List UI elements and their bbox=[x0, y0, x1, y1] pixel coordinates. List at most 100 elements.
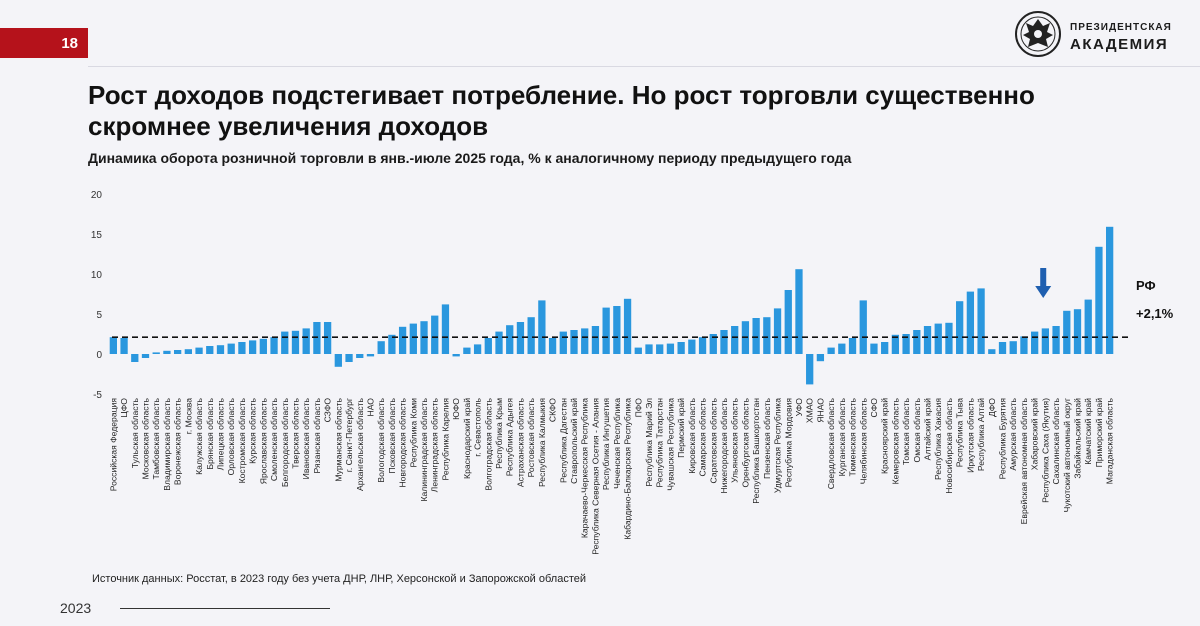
x-tick-label: Республика Карелия bbox=[440, 398, 450, 481]
x-tick-label: Забайкальский край bbox=[1073, 398, 1083, 479]
x-tick-label: Ставропольский край bbox=[569, 398, 579, 484]
bar bbox=[131, 354, 139, 362]
x-tick-label: Курская область bbox=[248, 397, 258, 463]
x-tick-label: Пензенская область bbox=[762, 397, 772, 478]
academy-logo: ПРЕЗИДЕНТСКАЯ АКАДЕМИЯ bbox=[1010, 8, 1200, 60]
x-tick-label: Тверская область bbox=[290, 397, 300, 468]
x-tick-label: Республика Мордовия bbox=[783, 398, 793, 488]
bar bbox=[838, 343, 846, 354]
bar bbox=[806, 354, 814, 385]
bar bbox=[677, 342, 685, 354]
x-tick-label: Волгоградская область bbox=[483, 397, 493, 490]
x-tick-label: Алтайский край bbox=[923, 398, 933, 461]
x-tick-label: Удмуртская Республика bbox=[773, 398, 783, 493]
bar bbox=[602, 307, 610, 354]
bar bbox=[1073, 309, 1082, 354]
x-tick-label: Ярославская область bbox=[258, 397, 268, 484]
bar bbox=[731, 326, 739, 354]
x-tick-label: Астраханская область bbox=[515, 397, 525, 487]
bar bbox=[784, 290, 792, 354]
x-tick-label: Челябинская область bbox=[858, 397, 868, 484]
x-tick-label: Московская область bbox=[140, 397, 150, 479]
bar bbox=[206, 346, 214, 354]
bar bbox=[516, 322, 525, 354]
bar bbox=[441, 304, 450, 354]
logo-text-line2: АКАДЕМИЯ bbox=[1070, 36, 1169, 53]
x-tick-label: СКФО bbox=[548, 398, 558, 422]
x-tick-label: Магаданская область bbox=[1105, 397, 1115, 484]
x-tick-label: Мурманская область bbox=[333, 397, 343, 481]
x-tick-label: Республика Хакасия bbox=[933, 398, 943, 480]
bar bbox=[709, 334, 717, 354]
bar bbox=[431, 315, 439, 354]
bar bbox=[881, 342, 889, 354]
bar bbox=[752, 318, 760, 354]
x-tick-label: Томская область bbox=[901, 397, 911, 465]
bar bbox=[923, 326, 932, 354]
x-tick-label: Российская Федерация bbox=[108, 398, 118, 492]
x-tick-label: г. Москва bbox=[183, 398, 193, 434]
bar bbox=[506, 325, 514, 354]
x-tick-label: НАО bbox=[365, 398, 375, 417]
x-tick-label: Еврейская автономная область bbox=[1019, 397, 1029, 524]
bar bbox=[163, 350, 171, 354]
x-tick-label: Республика Татарстан bbox=[655, 398, 665, 488]
bar bbox=[173, 350, 182, 354]
x-tick-label: Приморский край bbox=[1094, 398, 1104, 468]
x-tick-label: Республика Саха (Якутия) bbox=[1040, 398, 1050, 503]
bar bbox=[795, 269, 803, 354]
x-tick-label: Калининградская область bbox=[419, 397, 429, 501]
x-tick-label: Красноярский край bbox=[880, 398, 890, 474]
x-tick-label: Иркутская область bbox=[965, 397, 975, 472]
bar bbox=[377, 341, 385, 354]
bar bbox=[334, 354, 342, 367]
bar bbox=[141, 354, 150, 358]
x-tick-label: ЦФО bbox=[119, 398, 129, 418]
x-tick-label: Тульская область bbox=[130, 397, 140, 468]
bar bbox=[720, 330, 728, 354]
y-tick-label: -5 bbox=[93, 390, 102, 401]
x-tick-label: Ростовская область bbox=[526, 397, 536, 477]
bar bbox=[463, 347, 471, 354]
bar bbox=[473, 344, 482, 354]
x-tick-label: Тюменская область bbox=[848, 397, 858, 476]
x-tick-label: ЯНАО bbox=[815, 398, 825, 423]
x-tick-label: Новгородская область bbox=[398, 397, 408, 487]
bar bbox=[195, 347, 203, 354]
eagle-emblem-icon bbox=[1015, 11, 1061, 57]
x-tick-label: Оренбургская область bbox=[740, 397, 750, 487]
x-tick-label: Камчатский край bbox=[1083, 398, 1093, 465]
bar bbox=[827, 347, 835, 354]
bar bbox=[388, 334, 396, 354]
bar bbox=[581, 328, 589, 354]
bar bbox=[591, 326, 600, 354]
x-tick-label: Владимирская область bbox=[162, 397, 172, 490]
x-tick-label: Костромская область bbox=[237, 397, 247, 483]
x-tick-label: Пермский край bbox=[676, 398, 686, 458]
page-number: 18 bbox=[61, 34, 78, 52]
bar bbox=[259, 338, 267, 354]
chart-subtitle: Динамика оборота розничной торговли в ян… bbox=[88, 150, 852, 166]
x-tick-label: Брянская область bbox=[205, 397, 215, 469]
x-tick-label: Республика Северная Осетия - Алания bbox=[590, 398, 600, 555]
bar bbox=[773, 308, 782, 354]
x-tick-label: Краснодарский край bbox=[462, 398, 472, 479]
bar bbox=[559, 331, 567, 354]
x-tick-label: ДФО bbox=[987, 398, 997, 417]
x-tick-label: Вологодская область bbox=[376, 397, 386, 482]
x-tick-label: г. Санкт-Петербург bbox=[344, 398, 354, 472]
x-tick-label: Ульяновская область bbox=[730, 397, 740, 482]
bar bbox=[634, 347, 642, 354]
x-tick-label: Воронежская область bbox=[173, 397, 183, 485]
bar bbox=[623, 298, 632, 354]
page-number-badge: 18 bbox=[0, 28, 88, 58]
bar bbox=[109, 337, 117, 354]
slide-title: Рост доходов подстегивает потребление. Н… bbox=[88, 80, 1035, 141]
bar bbox=[1031, 331, 1039, 354]
reference-label-name: РФ bbox=[1136, 278, 1156, 293]
x-tick-label: Республика Тыва bbox=[955, 398, 965, 467]
x-tick-label: Республика Крым bbox=[494, 398, 504, 469]
bar bbox=[1063, 310, 1071, 354]
x-tick-label: Республика Башкортостан bbox=[751, 398, 761, 504]
bar bbox=[1106, 226, 1114, 354]
